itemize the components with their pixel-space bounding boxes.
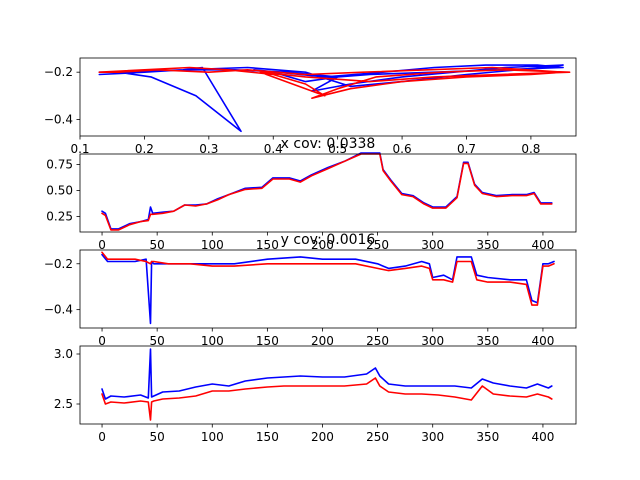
x-tick-label: 100 bbox=[201, 334, 224, 348]
y-tick-label: 2.5 bbox=[54, 397, 73, 411]
x-tick-label: 400 bbox=[531, 238, 554, 252]
x-tick-label: 0.3 bbox=[199, 142, 218, 156]
x-tick-label: 100 bbox=[201, 430, 224, 444]
x-tick-label: 0.1 bbox=[70, 142, 89, 156]
x-tick-label: 50 bbox=[150, 238, 165, 252]
x-tick-label: 150 bbox=[256, 334, 279, 348]
x-tick-label: 0.7 bbox=[457, 142, 476, 156]
x-tick-label: 150 bbox=[256, 238, 279, 252]
y-tick-label: 3.0 bbox=[54, 347, 73, 361]
x-tick-label: 400 bbox=[531, 334, 554, 348]
x-tick-label: 350 bbox=[476, 430, 499, 444]
series-line-red bbox=[98, 66, 571, 99]
subplot-4: 0 50 100 150 200 250 300 350 400 2.5 3.0 bbox=[54, 345, 577, 444]
subplot-1: 0.1 0.2 0.3 0.4 0.5 0.6 0.7 0.8 −0.4 −0.2 bbox=[44, 57, 577, 156]
x-tick-label: 200 bbox=[311, 238, 334, 252]
subplot-title: y cov: 0.0016 bbox=[281, 232, 376, 248]
x-tick-label: 350 bbox=[476, 334, 499, 348]
axes-frame bbox=[79, 249, 577, 329]
x-tick-label: 300 bbox=[421, 334, 444, 348]
x-tick-label: 250 bbox=[366, 238, 389, 252]
y-tick-label: −0.2 bbox=[44, 257, 73, 271]
series-line-blue bbox=[101, 253, 555, 325]
axes-frame bbox=[79, 345, 577, 425]
series-line-blue bbox=[101, 152, 553, 230]
y-tick-label: 0.75 bbox=[46, 157, 73, 171]
x-tick-label: 350 bbox=[476, 238, 499, 252]
y-tick-label: −0.4 bbox=[44, 112, 73, 126]
x-tick-label: 0.8 bbox=[521, 142, 540, 156]
series-line-blue bbox=[101, 348, 553, 400]
y-tick-label: 0.25 bbox=[46, 209, 73, 223]
subplot-3: 0 50 100 150 200 250 300 350 400 −0.4 −0.2 y cov: 0… bbox=[44, 232, 577, 348]
x-tick-label: 400 bbox=[531, 430, 554, 444]
x-tick-label: 100 bbox=[201, 238, 224, 252]
series-line-red bbox=[101, 153, 553, 231]
subplot-2: 0 50 100 150 200 250 300 350 400 0.25 0.50 0.75 x co… bbox=[46, 136, 577, 252]
x-tick-label: 0.6 bbox=[393, 142, 412, 156]
subplot-title: x cov: 0.0338 bbox=[281, 136, 376, 152]
x-tick-label: 0.4 bbox=[264, 142, 283, 156]
x-tick-label: 250 bbox=[366, 430, 389, 444]
series-line-red bbox=[101, 377, 553, 421]
x-tick-label: 0 bbox=[98, 334, 106, 348]
x-tick-label: 300 bbox=[421, 238, 444, 252]
x-tick-label: 0 bbox=[98, 238, 106, 252]
x-tick-label: 0.5 bbox=[328, 142, 347, 156]
x-tick-label: 150 bbox=[256, 430, 279, 444]
axes-frame bbox=[79, 153, 577, 233]
x-tick-label: 250 bbox=[366, 334, 389, 348]
y-tick-label: −0.2 bbox=[44, 65, 73, 79]
x-tick-label: 200 bbox=[311, 430, 334, 444]
axes-frame bbox=[79, 57, 577, 137]
series-line-red bbox=[101, 251, 555, 306]
x-tick-label: 300 bbox=[421, 430, 444, 444]
x-tick-label: 50 bbox=[150, 430, 165, 444]
x-tick-label: 0.2 bbox=[135, 142, 154, 156]
x-tick-label: 200 bbox=[311, 334, 334, 348]
y-tick-label: 0.50 bbox=[46, 183, 73, 197]
x-tick-label: 50 bbox=[150, 334, 165, 348]
y-tick-label: −0.4 bbox=[44, 303, 73, 317]
x-tick-label: 0 bbox=[98, 430, 106, 444]
